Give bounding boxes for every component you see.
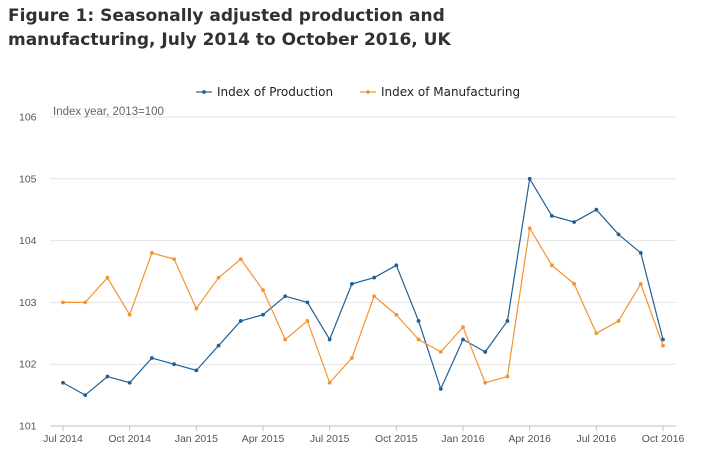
series-index-of-production (61, 176, 665, 397)
data-point (172, 362, 177, 367)
legend: Index of Production Index of Manufacturin… (196, 85, 520, 99)
data-point (594, 207, 599, 212)
series-index-of-manufacturing (61, 226, 665, 385)
data-point (438, 349, 443, 354)
legend-swatch-marker (366, 90, 370, 94)
data-point (572, 220, 577, 224)
legend-item-index-of-manufacturing: Index of Manufacturing (360, 85, 520, 99)
y-tick-label: 105 (19, 173, 37, 185)
data-point (105, 374, 110, 379)
x-tick-label: Oct 2014 (108, 433, 151, 445)
x-tick-label: Jan 2015 (175, 433, 218, 445)
data-point (327, 380, 332, 385)
gridlines (50, 116, 676, 427)
data-point (127, 312, 132, 317)
x-tick-label: Apr 2016 (508, 433, 551, 445)
data-point (149, 356, 154, 360)
y-tick-label: 102 (19, 359, 37, 371)
data-point (349, 281, 354, 286)
data-point (127, 380, 132, 385)
data-point (527, 226, 532, 231)
data-point (283, 294, 288, 299)
data-point (394, 263, 399, 268)
data-point (616, 232, 621, 237)
legend-item-index-of-production: Index of Production (196, 85, 333, 99)
data-point (461, 325, 465, 330)
data-point (83, 300, 88, 305)
x-tick-label: Oct 2016 (642, 433, 685, 445)
data-point (61, 300, 65, 305)
figure-title-line-2: manufacturing, July 2014 to October 2016… (8, 30, 451, 50)
y-tick-label: 106 (19, 112, 37, 124)
data-point (194, 368, 199, 373)
data-point (505, 374, 510, 379)
data-point (505, 319, 510, 323)
data-point (61, 380, 65, 385)
data-point (661, 337, 665, 342)
data-point (261, 312, 265, 317)
data-point (572, 281, 577, 286)
data-point (216, 275, 221, 280)
data-point (394, 312, 399, 317)
y-axis-unit-label: Index year, 2013=100 (53, 106, 164, 118)
data-point (349, 356, 354, 360)
data-point (305, 319, 310, 323)
x-tick-label: Apr 2015 (242, 433, 285, 445)
data-point (238, 257, 243, 262)
data-point (527, 176, 532, 181)
data-point (438, 387, 443, 391)
data-point (549, 213, 554, 218)
data-point (305, 300, 310, 305)
y-tick-label: 104 (19, 235, 37, 247)
x-tick-label: Jul 2016 (576, 433, 616, 445)
x-tick-label: Jul 2015 (310, 433, 350, 445)
data-point (483, 380, 488, 385)
data-point (261, 288, 265, 292)
data-point (194, 306, 199, 311)
series-lines (61, 176, 665, 397)
data-point (594, 331, 599, 336)
data-point (372, 294, 377, 299)
data-point (638, 281, 643, 286)
data-point (416, 319, 421, 323)
series-line-index-of-manufacturing (63, 227, 664, 384)
y-axis: 101 102 103 104 105 106 (19, 112, 37, 433)
data-point (105, 275, 110, 280)
legend-label: Index of Manufacturing (381, 85, 520, 99)
data-point (549, 263, 554, 268)
data-point (483, 349, 488, 354)
data-point (238, 319, 243, 323)
legend-label: Index of Production (217, 85, 333, 99)
y-tick-label: 101 (19, 421, 37, 433)
data-point (661, 343, 665, 348)
x-tick-label: Jan 2016 (441, 433, 484, 445)
figure-title: Figure 1: Seasonally adjusted production… (8, 4, 608, 52)
data-point (638, 251, 643, 255)
data-point (327, 337, 332, 342)
data-point (416, 337, 421, 342)
legend-swatch-marker (202, 90, 206, 94)
data-point (83, 393, 88, 397)
data-point (149, 251, 154, 255)
figure-title-line-1: Figure 1: Seasonally adjusted production… (8, 6, 445, 26)
series-line-index-of-production (62, 178, 664, 396)
data-point (461, 337, 465, 342)
x-axis: Jul 2014 Oct 2014 Jan 2015 Apr 2015 Jul 2015… (43, 426, 684, 445)
x-tick-label: Jul 2014 (43, 433, 83, 445)
data-point (372, 275, 377, 280)
data-point (616, 319, 621, 323)
y-tick-label: 103 (19, 297, 37, 309)
data-point (216, 343, 221, 348)
data-point (172, 257, 177, 262)
data-point (283, 337, 288, 342)
x-tick-label: Oct 2015 (375, 433, 418, 445)
